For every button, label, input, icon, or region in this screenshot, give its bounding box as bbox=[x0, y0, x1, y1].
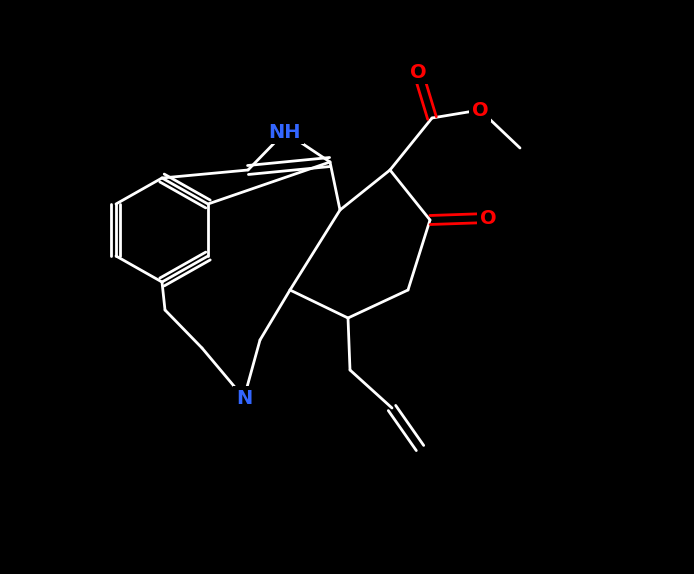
Text: N: N bbox=[236, 389, 252, 408]
Text: NH: NH bbox=[269, 122, 301, 142]
Text: O: O bbox=[480, 208, 496, 227]
Text: O: O bbox=[409, 63, 426, 82]
Text: O: O bbox=[472, 100, 489, 119]
